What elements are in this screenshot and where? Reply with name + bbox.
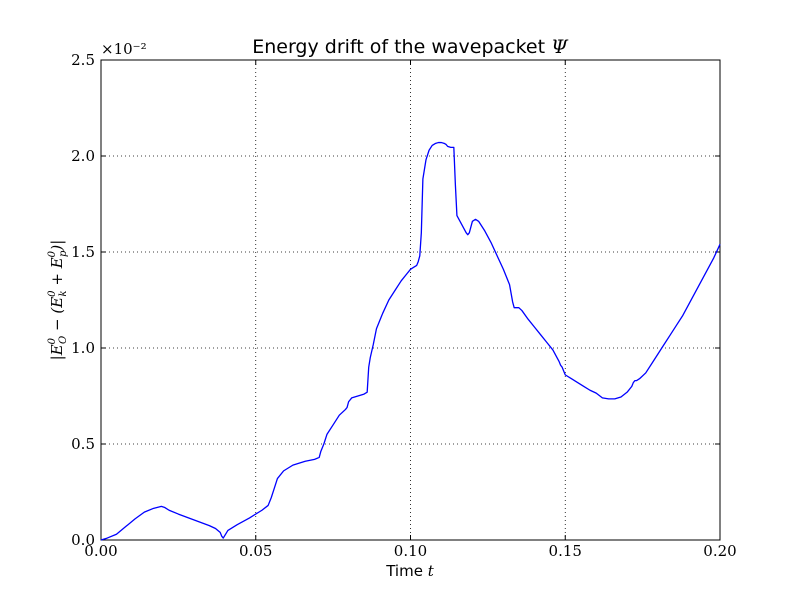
y-tick-label: 2.0 <box>71 147 95 165</box>
grid-lines <box>101 60 720 540</box>
x-tick-labels: 0.00 0.05 0.10 0.15 0.20 <box>84 542 736 560</box>
chart-title-text: Energy drift of the wavepacket <box>252 36 551 58</box>
y-axis-label: |E0O − (E0k + E0p)| <box>47 240 69 361</box>
x-tick-label: 0.05 <box>239 542 272 560</box>
axis-ticks <box>100 59 721 541</box>
x-tick-label: 0.20 <box>703 542 736 560</box>
y-tick-label: 0.0 <box>71 531 95 549</box>
x-axis-label-text: Time <box>385 562 427 580</box>
x-axis-label: Time t <box>385 562 434 580</box>
y-tick-label: 0.5 <box>71 435 95 453</box>
y-tick-labels: 0.0 0.5 1.0 1.5 2.0 2.5 <box>71 51 95 549</box>
chart-title-symbol: Ψ <box>551 36 569 58</box>
x-tick-label: 0.15 <box>549 542 582 560</box>
y-tick-label: 1.0 <box>71 339 95 357</box>
chart-title: Energy drift of the wavepacket Ψ <box>252 36 569 58</box>
y-tick-label: 2.5 <box>71 51 95 69</box>
y-scale-factor: ×10⁻² <box>101 40 147 58</box>
series-line <box>100 141 721 541</box>
x-axis-label-symbol: t <box>428 562 435 580</box>
y-tick-label: 1.5 <box>71 243 95 261</box>
x-tick-label: 0.10 <box>394 542 427 560</box>
x-tick-label: 0.00 <box>84 542 117 560</box>
